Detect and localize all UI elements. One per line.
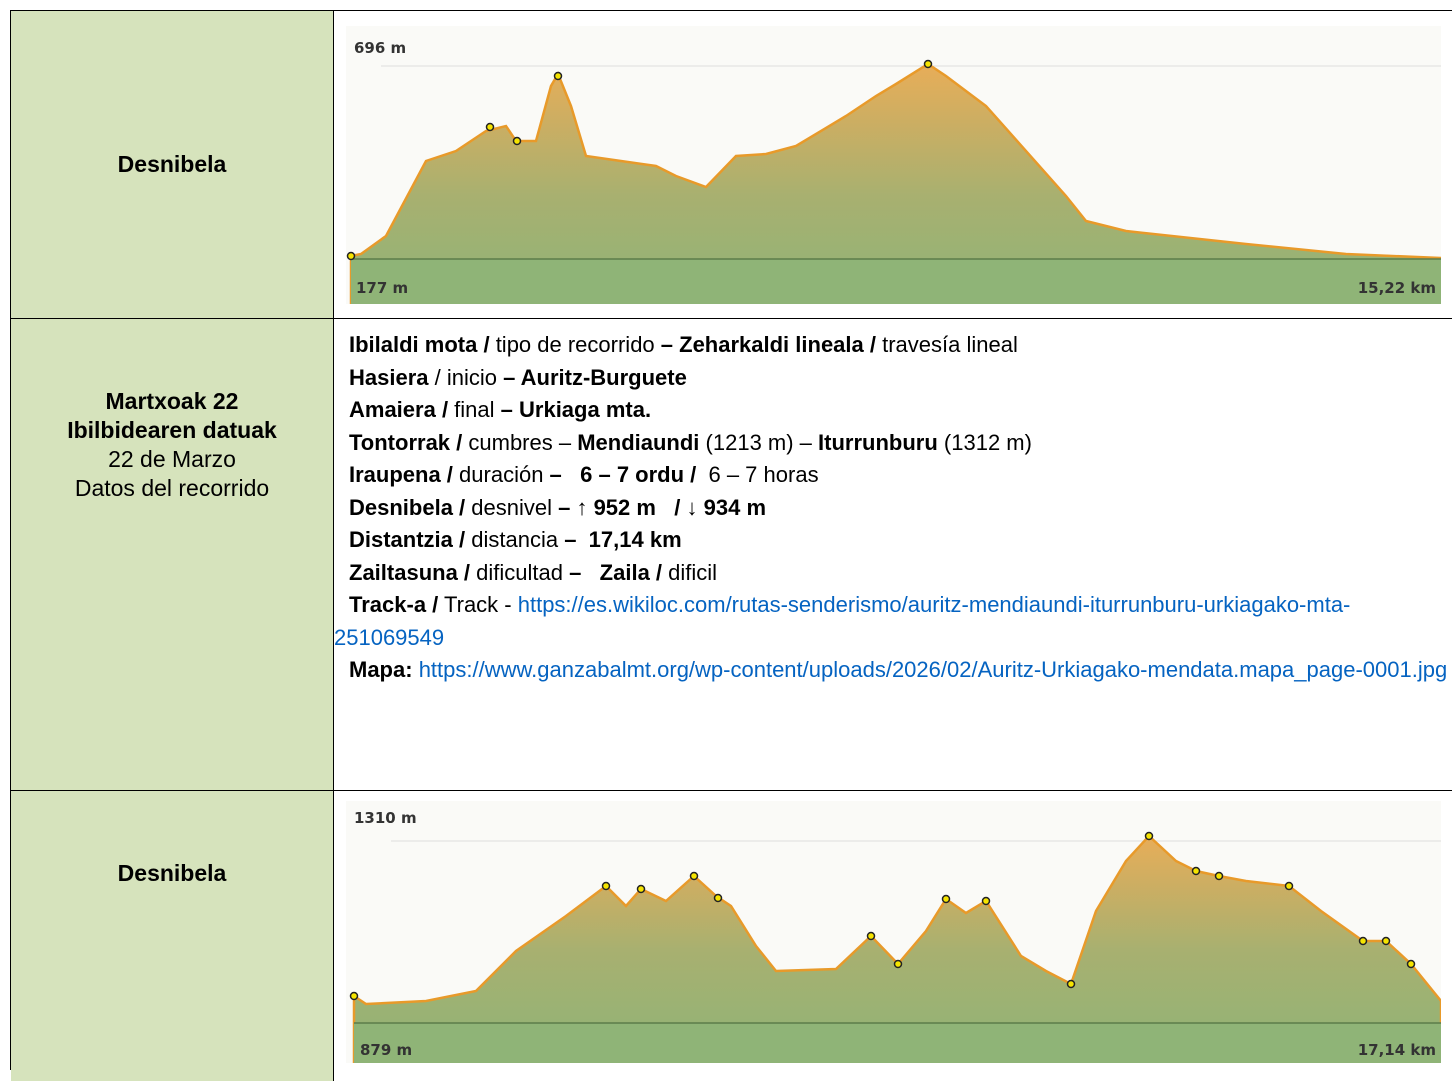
cell: Desnibela (11, 11, 334, 318)
bold-text: Iraupena / (349, 462, 453, 487)
row: Martxoak 22 Ibilbidearen datuak 22 de Marz… (11, 319, 1452, 791)
bold-text: Mapa: (349, 657, 413, 682)
bottom-right-label: 17,14 km (1358, 1041, 1436, 1059)
bottom-left-label: 177 m (356, 279, 408, 297)
text: / inicio (428, 364, 504, 390)
top-label: 1310 m (354, 809, 417, 827)
text: (1213 m) – (699, 429, 819, 455)
label: Desnibela (117, 860, 227, 886)
text: distancia (465, 527, 565, 552)
row: Desnibela 696 m 177 m 15,22 km (11, 11, 1452, 319)
text: dificultad (470, 559, 570, 585)
detail-line: Hasiera / inicio – Auritz-Burguete (334, 362, 1452, 395)
cell-line: Ibilbidearen datuak (67, 417, 277, 443)
table: Desnibela 696 m 177 m 15,22 km Martxoak … (10, 10, 1452, 1081)
bold-text: Zailtasuna / (349, 559, 471, 585)
bold-text: Distantzia / (349, 527, 466, 552)
text: 6 – 7 horas (696, 462, 819, 487)
detail-line: Desnibela / desnivel – ↑ 952 m / ↓ 934 m (334, 492, 1452, 525)
text: desnivel (465, 494, 559, 520)
text: Track - (438, 592, 518, 617)
cell: 1310 m 879 m 17,14 km (334, 791, 1452, 1081)
text: (1312 m) (937, 429, 1032, 455)
top-label: 696 m (354, 39, 406, 57)
bold-text: Amaiera / (349, 397, 449, 422)
label: Desnibela (117, 151, 227, 177)
bold-text: Hasiera (349, 364, 429, 390)
bold-text: Track-a / (349, 592, 439, 617)
bottom-left-label: 879 m (360, 1041, 412, 1059)
row: Desnibela 1310 m 879 m 17,14 km (11, 791, 1452, 1081)
cell: Ibilaldi mota / tipo de recorrido – Zeha… (334, 319, 1452, 790)
bold-text: Iturrunburu (818, 429, 938, 455)
text: tipo de recorrido (489, 332, 661, 357)
bold-text: Tontorrak / (349, 429, 463, 455)
elevation-profile: 1310 m 879 m 17,14 km (346, 801, 1441, 1063)
bold-text: – Zeharkaldi lineala / (660, 332, 876, 357)
link[interactable]: https://www.ganzabalmt.org/wp-content/up… (418, 657, 1448, 682)
text: dificil (662, 559, 718, 585)
bold-text: Ibilaldi mota / (349, 332, 490, 357)
bold-text: – 17,14 km (564, 527, 682, 552)
text: travesía lineal (876, 332, 1018, 357)
bold-text: – Auritz-Burguete (503, 364, 687, 390)
text: final (448, 397, 501, 422)
bold-text: Desnibela / (349, 494, 466, 520)
text: cumbres – (462, 429, 578, 455)
bottom-right-label: 15,22 km (1358, 279, 1436, 297)
detail-line: Distantzia / distancia – 17,14 km (334, 524, 1452, 557)
detail-line: Tontorrak / cumbres – Mendiaundi (1213 m… (334, 427, 1452, 460)
bold-text: – 6 – 7 ordu / (549, 462, 697, 487)
detail-line: Ibilaldi mota / tipo de recorrido – Zeha… (334, 329, 1452, 362)
cell: Desnibela (11, 791, 334, 1081)
detail-line: Zailtasuna / dificultad – Zaila / difici… (334, 557, 1452, 590)
detail-line: Track-a / Track - https://es.wikiloc.com… (334, 589, 1452, 654)
cell-line: 22 de Marzo (108, 446, 236, 472)
bold-text: – Urkiaga mta. (500, 397, 652, 422)
bold-text: Mendiaundi (577, 429, 700, 455)
bold-text: – Zaila / (569, 559, 663, 585)
elevation-profile: 696 m 177 m 15,22 km (346, 26, 1441, 304)
route-details: Ibilaldi mota / tipo de recorrido – Zeha… (334, 319, 1452, 687)
text: duración (452, 462, 550, 487)
detail-line: Mapa: https://www.ganzabalmt.org/wp-cont… (334, 654, 1452, 687)
detail-line: Iraupena / duración – 6 – 7 ordu / 6 – 7… (334, 459, 1452, 492)
link[interactable]: https://es.wikiloc.com/rutas-senderismo/… (334, 592, 1351, 650)
bold-text: – ↑ 952 m / ↓ 934 m (558, 494, 767, 520)
cell: Martxoak 22 Ibilbidearen datuak 22 de Marz… (11, 319, 334, 790)
cell-line: Martxoak 22 (105, 388, 239, 414)
detail-line: Amaiera / final – Urkiaga mta. (334, 394, 1452, 427)
cell: 696 m 177 m 15,22 km (334, 11, 1452, 318)
cell-line: Datos del recorrido (74, 475, 270, 501)
